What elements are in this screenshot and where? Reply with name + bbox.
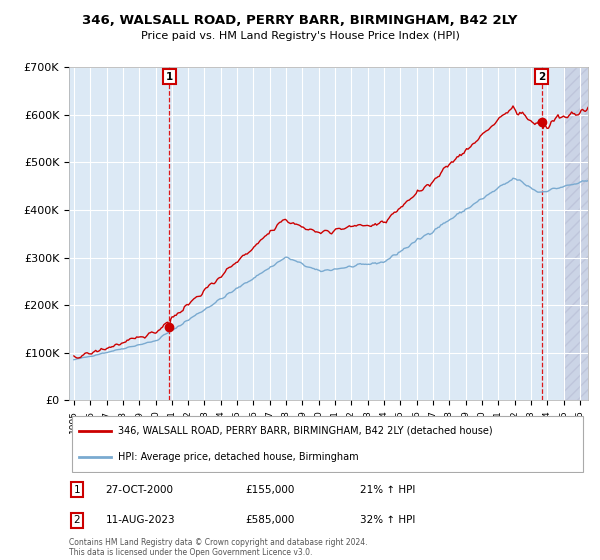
Text: Contains HM Land Registry data © Crown copyright and database right 2024.
This d: Contains HM Land Registry data © Crown c… <box>69 538 367 557</box>
Text: 21% ↑ HPI: 21% ↑ HPI <box>359 484 415 494</box>
Text: 2: 2 <box>538 72 545 82</box>
FancyBboxPatch shape <box>71 416 583 472</box>
Text: 346, WALSALL ROAD, PERRY BARR, BIRMINGHAM, B42 2LY (detached house): 346, WALSALL ROAD, PERRY BARR, BIRMINGHA… <box>118 426 493 436</box>
Text: 27-OCT-2000: 27-OCT-2000 <box>106 484 173 494</box>
Text: Price paid vs. HM Land Registry's House Price Index (HPI): Price paid vs. HM Land Registry's House … <box>140 31 460 41</box>
Text: 1: 1 <box>166 72 173 82</box>
Text: 1: 1 <box>73 484 80 494</box>
Text: 346, WALSALL ROAD, PERRY BARR, BIRMINGHAM, B42 2LY: 346, WALSALL ROAD, PERRY BARR, BIRMINGHA… <box>82 14 518 27</box>
Text: 11-AUG-2023: 11-AUG-2023 <box>106 515 175 525</box>
Text: HPI: Average price, detached house, Birmingham: HPI: Average price, detached house, Birm… <box>118 452 359 463</box>
Bar <box>563 67 596 400</box>
Text: 32% ↑ HPI: 32% ↑ HPI <box>359 515 415 525</box>
Text: 2: 2 <box>73 515 80 525</box>
Text: £585,000: £585,000 <box>245 515 295 525</box>
Text: £155,000: £155,000 <box>245 484 295 494</box>
